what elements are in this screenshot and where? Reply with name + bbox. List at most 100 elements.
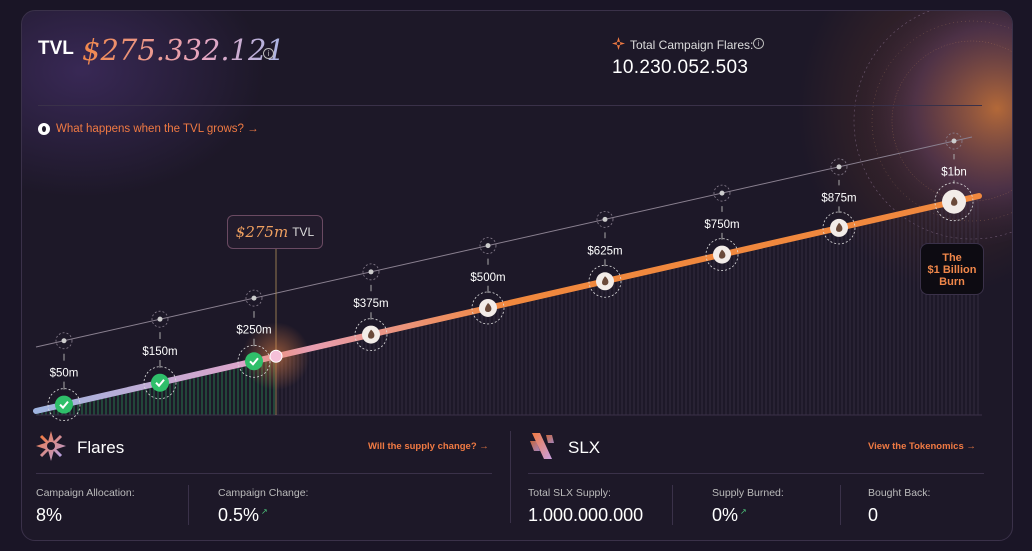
milestone-guide-ring bbox=[362, 263, 380, 281]
milestone-guide-dot bbox=[61, 338, 67, 344]
milestone-node-ring bbox=[934, 182, 974, 222]
flame-icon bbox=[602, 276, 609, 286]
milestone-guide-dot bbox=[951, 138, 957, 144]
milestone-guide-ring bbox=[245, 289, 263, 307]
milestone-node-ring bbox=[47, 388, 81, 422]
total-slx-supply-label: Total SLX Supply: bbox=[528, 487, 611, 499]
flame-icon bbox=[368, 329, 375, 339]
burn-label-line3: Burn bbox=[939, 276, 965, 288]
milestone-node-ring bbox=[588, 264, 622, 298]
milestone-guide-dot bbox=[368, 269, 374, 275]
campaign-allocation-label: Campaign Allocation: bbox=[36, 487, 135, 499]
milestone-guide-ring bbox=[151, 310, 169, 328]
current-tvl-tag: $275m TVL bbox=[227, 215, 323, 249]
flare-star-icon bbox=[36, 431, 66, 461]
milestone-reached-dot bbox=[245, 352, 263, 371]
billion-burn-badge[interactable]: The $1 Billion Burn bbox=[920, 243, 984, 295]
slx-logo-icon bbox=[530, 433, 554, 459]
campaign-change-value-wrap: 0.5% ↗ bbox=[218, 505, 268, 526]
campaign-allocation-value: 8% bbox=[36, 505, 63, 525]
check-icon bbox=[155, 379, 165, 388]
supply-change-link[interactable]: Will the supply change? → bbox=[368, 441, 489, 452]
flame-icon bbox=[836, 222, 843, 232]
chart-hatch-area bbox=[37, 199, 979, 415]
tvl-grows-link[interactable]: What happens when the TVL grows? → bbox=[38, 123, 259, 135]
milestone-guide-ring bbox=[830, 158, 848, 176]
current-tvl-marker bbox=[242, 239, 310, 415]
milestone-label: $625m bbox=[587, 245, 622, 257]
bought-back-value: 0 bbox=[868, 505, 879, 525]
milestone-guide-ring bbox=[945, 132, 963, 150]
tvl-campaign-card: TVL $275.332.121 i Total Campaign Flares… bbox=[21, 10, 1013, 541]
milestone-label: $875m bbox=[821, 192, 856, 204]
current-tvl-dot bbox=[269, 349, 283, 363]
slx-title: SLX bbox=[568, 438, 601, 457]
milestone-label: $250m bbox=[236, 325, 271, 337]
total-campaign-flares-label: Total Campaign Flares: bbox=[630, 38, 754, 52]
supply-burned-value-wrap: 0% ↗ bbox=[712, 505, 747, 526]
milestone-guide-dot bbox=[485, 243, 491, 249]
slx-divider bbox=[528, 473, 984, 474]
milestone-guide-line bbox=[35, 136, 973, 348]
drop-icon bbox=[38, 123, 50, 135]
flame-icon bbox=[951, 196, 958, 206]
milestone-guide-ring bbox=[596, 210, 614, 228]
flame-icon bbox=[485, 302, 492, 312]
stat-divider bbox=[188, 485, 189, 525]
milestone-label: $150m bbox=[142, 346, 177, 358]
milestone-guide-dot bbox=[602, 216, 608, 222]
stat-divider bbox=[672, 485, 673, 525]
tokenomics-link[interactable]: View the Tokenomics → bbox=[868, 441, 976, 452]
supply-burned-value: 0% bbox=[712, 505, 739, 525]
campaign-change-value: 0.5% bbox=[218, 505, 260, 525]
arrow-up-right-icon: ↗ bbox=[740, 507, 747, 516]
milestone-reached-dot bbox=[151, 373, 169, 392]
check-icon bbox=[249, 357, 259, 366]
milestone-node-ring bbox=[471, 291, 505, 325]
milestone-label: $50m bbox=[50, 368, 79, 380]
milestone-label: $1bn bbox=[941, 166, 967, 178]
info-icon[interactable]: i bbox=[753, 38, 764, 49]
milestone-guide-ring bbox=[713, 184, 731, 202]
milestone-guide-dot bbox=[157, 316, 163, 322]
stat-divider bbox=[840, 485, 841, 525]
current-tvl-amount: $275m bbox=[235, 223, 289, 241]
milestones-group: $50m $150m $250m $375m $500m $625m $750m $875m $… bbox=[47, 132, 974, 422]
burn-label-line2: $1 Billion bbox=[927, 264, 977, 276]
campaign-change-label: Campaign Change: bbox=[218, 487, 309, 499]
tvl-milestone-chart: $50m $150m $250m $375m $500m $625m $750m $875m $… bbox=[33, 132, 982, 422]
total-campaign-flares-value: 10.230.052.503 bbox=[612, 57, 749, 78]
milestone-node-ring bbox=[822, 211, 856, 245]
arrow-up-right-icon: ↗ bbox=[261, 507, 268, 516]
flares-divider bbox=[36, 473, 492, 474]
milestone-guide-ring bbox=[479, 237, 497, 254]
flame-icon bbox=[719, 249, 726, 259]
milestone-label: $375m bbox=[353, 298, 388, 310]
section-divider bbox=[510, 431, 511, 523]
header-divider bbox=[38, 105, 982, 106]
milestone-guide-ring bbox=[55, 332, 73, 350]
info-icon[interactable]: i bbox=[263, 48, 274, 59]
tvl-progress-line bbox=[33, 193, 982, 414]
check-icon bbox=[59, 400, 69, 410]
tvl-label: TVL bbox=[38, 38, 74, 59]
total-slx-supply-value: 1.000.000.000 bbox=[528, 505, 644, 525]
milestone-node-ring bbox=[143, 366, 177, 400]
burn-label-line1: The bbox=[942, 252, 962, 264]
flares-title: Flares bbox=[77, 438, 125, 457]
globe-graphic bbox=[847, 11, 1012, 246]
milestone-reached-dot bbox=[55, 395, 73, 414]
tvl-value: $275.332.121 bbox=[82, 33, 285, 67]
milestone-guide-dot bbox=[836, 164, 842, 170]
milestone-guide-dot bbox=[251, 295, 257, 301]
supply-burned-label: Supply Burned: bbox=[712, 487, 784, 499]
milestone-node-ring bbox=[705, 238, 739, 271]
bought-back-label: Bought Back: bbox=[868, 487, 931, 499]
current-tvl-unit: TVL bbox=[292, 225, 315, 239]
milestone-node-ring bbox=[237, 344, 271, 378]
milestone-node-ring bbox=[354, 318, 388, 352]
flare-star-icon bbox=[612, 37, 625, 50]
tvl-grows-link-text: What happens when the TVL grows? → bbox=[56, 123, 259, 135]
milestone-guide-dot bbox=[719, 190, 725, 196]
milestone-label: $750m bbox=[704, 219, 739, 231]
